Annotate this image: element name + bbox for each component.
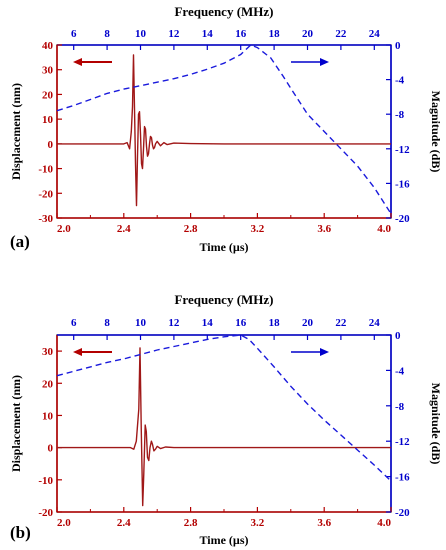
plot-frame: [56, 44, 392, 219]
x-tick-label: 3.6: [317, 223, 331, 235]
x2-axis-label: Frequency (MHz): [174, 4, 273, 19]
x2-tick-label: 20: [302, 317, 314, 329]
x-tick-label: 2.4: [117, 223, 131, 235]
y2-tick-label: -12: [395, 144, 410, 156]
x2-tick-label: 16: [235, 317, 247, 329]
y-tick-label: 10: [42, 114, 54, 126]
x2-tick-label: 12: [168, 28, 180, 40]
x2-axis-label: Frequency (MHz): [174, 292, 273, 307]
y-tick-label: 0: [48, 443, 54, 455]
x2-tick-label: 10: [135, 28, 147, 40]
x-tick-label: 2.8: [184, 223, 198, 235]
x2-tick-label: 24: [369, 28, 381, 40]
y-tick-label: 30: [42, 65, 54, 77]
panel-label: (a): [10, 232, 30, 251]
y2-axis-label: Magnitude (dB): [429, 383, 443, 465]
x-tick-label: 2.4: [117, 517, 131, 529]
y2-tick-label: -8: [395, 109, 405, 121]
x2-tick-label: 12: [168, 317, 180, 329]
x-tick-label: 2.0: [57, 517, 71, 529]
x2-tick-label: 8: [104, 28, 110, 40]
x2-tick-label: 6: [71, 28, 77, 40]
y2-tick-label: 0: [395, 40, 401, 52]
y2-tick-label: -4: [395, 365, 405, 377]
x-tick-label: 2.0: [57, 223, 71, 235]
y-tick-label: 30: [42, 346, 54, 358]
left-arrow-head: [73, 348, 82, 356]
x2-tick-label: 8: [104, 317, 110, 329]
right-arrow-head: [320, 58, 329, 66]
x2-tick-label: 22: [335, 28, 347, 40]
x2-tick-label: 18: [269, 28, 281, 40]
y2-axis-label: Magnitude (dB): [429, 91, 443, 173]
x-tick-label: 4.0: [377, 517, 391, 529]
x-tick-label: 2.8: [184, 517, 198, 529]
y2-tick-label: -16: [395, 472, 410, 484]
displacement-series-line: [57, 347, 391, 507]
y-axis-label: Displacement (nm): [9, 375, 23, 472]
y2-tick-label: -4: [395, 75, 405, 87]
y-axis-label: Displacement (nm): [9, 83, 23, 180]
left-arrow-head: [73, 58, 82, 66]
y-tick-label: 10: [42, 410, 54, 422]
y-tick-label: 0: [48, 139, 54, 151]
x2-tick-label: 14: [202, 28, 214, 40]
x2-tick-label: 20: [302, 28, 314, 40]
x2-tick-label: 16: [235, 28, 247, 40]
y2-tick-label: -16: [395, 178, 410, 190]
x2-tick-label: 10: [135, 317, 147, 329]
x-axis-label: Time (µs): [199, 240, 248, 254]
x-tick-label: 3.2: [251, 223, 265, 235]
y-tick-label: 20: [42, 89, 54, 101]
plot-frame: [56, 334, 392, 513]
panel-label: (b): [10, 523, 31, 542]
x2-tick-label: 24: [369, 317, 381, 329]
x2-tick-label: 14: [202, 317, 214, 329]
y2-tick-label: -8: [395, 401, 405, 413]
x-tick-label: 3.6: [317, 517, 331, 529]
x-tick-label: 3.2: [251, 517, 265, 529]
y2-tick-label: -20: [395, 213, 410, 225]
x-tick-label: 4.0: [377, 223, 391, 235]
y-tick-label: 20: [42, 378, 54, 390]
y-tick-label: -20: [38, 507, 53, 519]
y2-tick-label: 0: [395, 330, 401, 342]
magnitude-series-line: [56, 334, 392, 482]
magnitude-series-line: [56, 44, 392, 215]
y-tick-label: -10: [38, 475, 53, 487]
y-tick-label: -20: [38, 188, 53, 200]
y-tick-label: -30: [38, 213, 53, 225]
y2-tick-label: -12: [395, 436, 410, 448]
right-arrow-head: [320, 348, 329, 356]
displacement-series-line: [57, 54, 391, 207]
y2-tick-label: -20: [395, 507, 410, 519]
x2-tick-label: 22: [335, 317, 347, 329]
x2-tick-label: 6: [71, 317, 77, 329]
y-tick-label: -10: [38, 164, 53, 176]
x2-tick-label: 18: [269, 317, 281, 329]
y-tick-label: 40: [42, 40, 54, 52]
x-axis-label: Time (µs): [199, 533, 248, 547]
